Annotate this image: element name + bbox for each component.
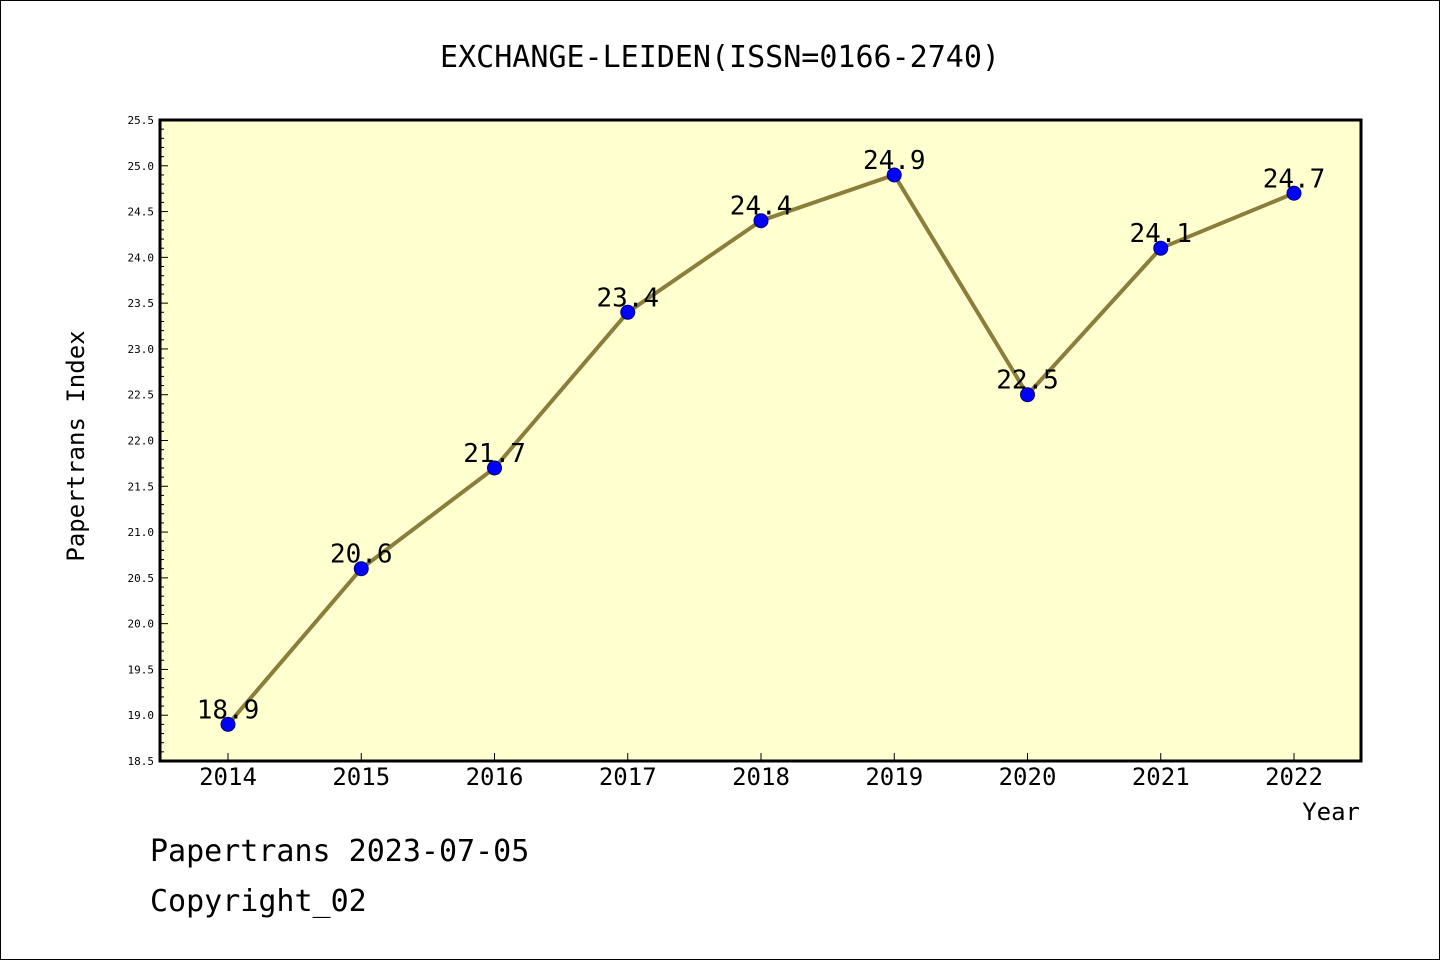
y-tick-label: 23.0 (128, 343, 155, 356)
y-tick-label: 22.5 (128, 389, 155, 402)
y-axis: 18.5 19.0 19.5 20.0 20.5 21.0 21.5 22.0 22.5 23.0… (128, 114, 168, 768)
data-label: 24.9 (863, 146, 926, 176)
y-tick-label: 25.0 (128, 160, 155, 173)
data-point (753, 213, 769, 229)
x-tick-label: 2017 (599, 763, 657, 791)
y-tick-label: 19.5 (128, 663, 155, 676)
y-tick-label: 24.0 (128, 251, 155, 264)
x-tick-label: 2019 (865, 763, 923, 791)
y-tick-label: 19.0 (128, 709, 155, 722)
y-tick-label: 25.5 (128, 114, 155, 127)
data-point (220, 716, 236, 732)
x-tick-label: 2022 (1265, 763, 1323, 791)
data-label: 21.7 (463, 439, 526, 469)
data-point (1286, 185, 1302, 201)
x-tick-label: 2021 (1132, 763, 1190, 791)
data-label: 18.9 (197, 695, 260, 725)
x-tick-label: 2016 (466, 763, 524, 791)
chart-title: EXCHANGE-LEIDEN(ISSN=0166-2740) (440, 40, 1000, 75)
y-tick-label: 21.5 (128, 480, 155, 493)
y-tick-label: 22.0 (128, 435, 155, 448)
y-tick-label: 20.5 (128, 572, 155, 585)
y-tick-label: 24.5 (128, 206, 155, 219)
footer-copyright: Copyright_02 (150, 884, 367, 919)
data-point (886, 167, 902, 183)
y-tick-label: 21.0 (128, 526, 155, 539)
data-point (620, 304, 636, 320)
x-tick-label: 2015 (332, 763, 390, 791)
data-label: 20.6 (330, 540, 393, 570)
x-tick-label: 2020 (999, 763, 1057, 791)
data-point (487, 460, 502, 476)
y-tick-label: 23.5 (128, 297, 155, 310)
y-axis-title: Papertrans Index (62, 330, 90, 561)
x-axis-title: Year (1302, 798, 1360, 826)
y-tick-label: 18.5 (128, 755, 155, 768)
data-point (353, 561, 369, 577)
data-point (1153, 240, 1169, 256)
footer-date: Papertrans 2023-07-05 (150, 834, 530, 869)
x-tick-label: 2014 (199, 763, 257, 791)
marker-layer (220, 167, 1302, 732)
x-axis: 2014 2015 2016 2017 2018 2019 2020 2021 2022 (199, 753, 1323, 791)
data-label: 24.4 (730, 192, 793, 222)
x-tick-label: 2018 (732, 763, 790, 791)
y-tick-label: 20.0 (128, 618, 155, 631)
data-label: 24.7 (1263, 164, 1326, 194)
data-label: 23.4 (596, 283, 659, 313)
data-point (1020, 387, 1035, 403)
data-label: 24.1 (1129, 219, 1192, 249)
data-label-layer: 18.9 20.6 21.7 23.4 24.4 24.9 22.5 24.1 24.7 (197, 146, 1326, 725)
data-label: 22.5 (996, 366, 1059, 396)
